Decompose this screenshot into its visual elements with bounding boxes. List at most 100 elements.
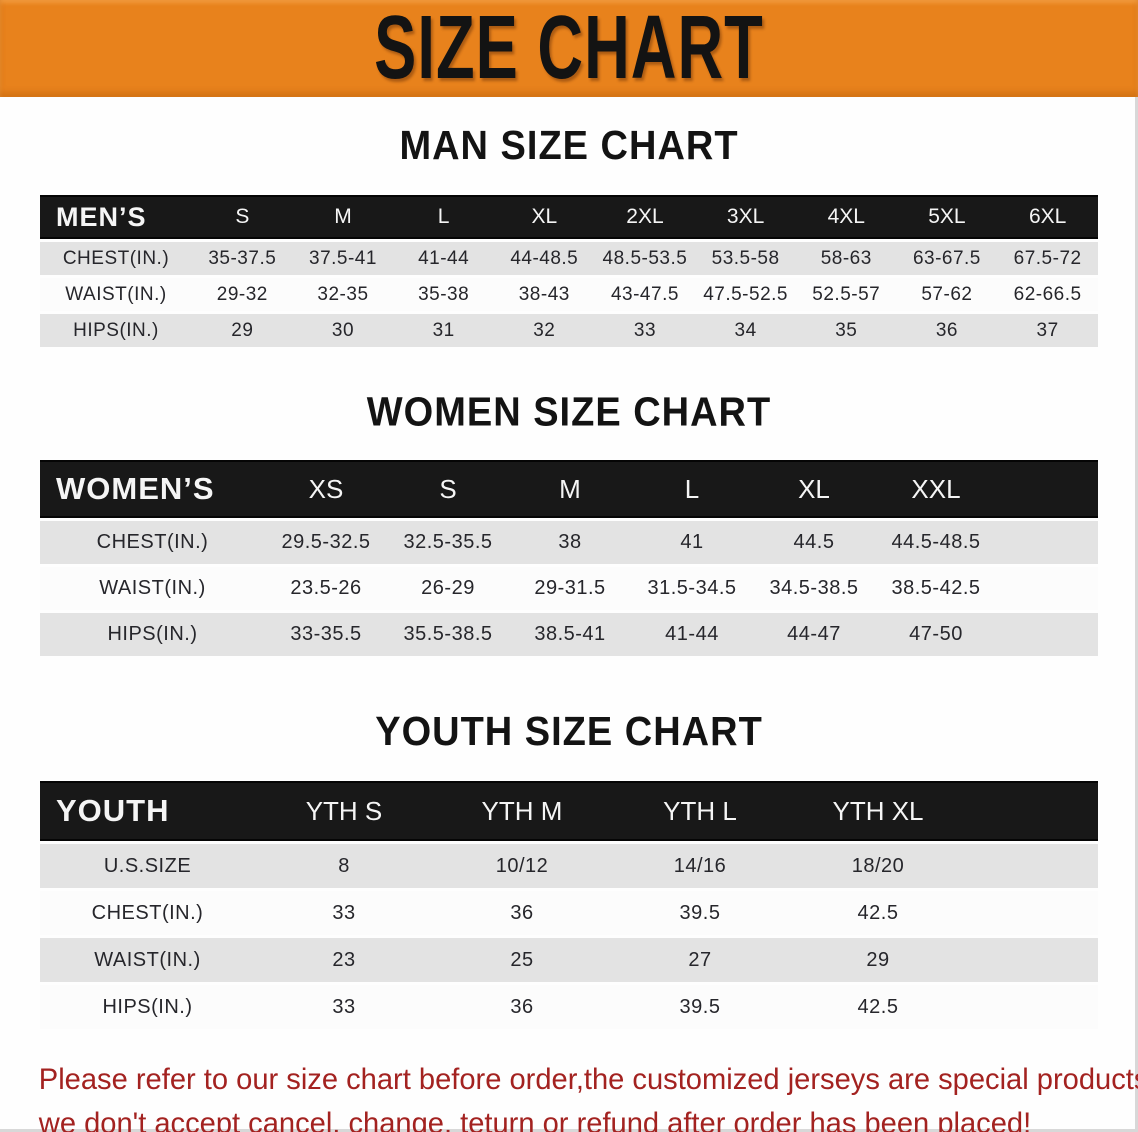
column-header-filler [967, 781, 1098, 841]
column-header: 5XL [896, 195, 998, 239]
cell-filler [997, 521, 1098, 564]
cell: 36 [896, 314, 998, 347]
cell: 32.5-35.5 [387, 521, 509, 564]
disclaimer-line-2: we don't accept cancel, change, teturn o… [38, 1107, 1032, 1132]
table-row: U.S.SIZE 8 10/12 14/16 18/20 [40, 844, 1098, 888]
cell-filler [997, 613, 1098, 656]
cell: 53.5-58 [695, 242, 796, 275]
cell: 44-47 [753, 613, 875, 656]
cell: 36 [433, 985, 611, 1029]
cell: 25 [433, 938, 611, 982]
youth-section-title: YOUTH SIZE CHART [375, 709, 763, 755]
section-men: MAN SIZE CHART MEN’S S M L XL 2XL 3XL 4XL 5XL 6XL… [0, 97, 1138, 350]
cell: 34.5-38.5 [753, 567, 875, 610]
cell: 29.5-32.5 [265, 521, 387, 564]
disclaimer: Please refer to our size chart before or… [0, 1032, 1138, 1132]
column-header: 2XL [594, 195, 696, 239]
table-row: WAIST(IN.) 29-32 32-35 35-38 38-43 43-47.5 47.… [40, 278, 1098, 311]
cell: 32 [493, 314, 595, 347]
youth-table-slot: YOUTH YTH S YTH M YTH L YTH XL U.S.SIZE 8 10/12… [0, 752, 1138, 1032]
cell: 34 [695, 314, 796, 347]
cell: 38.5-41 [509, 613, 631, 656]
men-size-chart-table: MEN’S S M L XL 2XL 3XL 4XL 5XL 6XL CHEST(IN.) 35-37… [40, 192, 1098, 350]
section-women: WOMEN SIZE CHART WOMEN’S XS S M L XL XXL CHEST(… [0, 350, 1138, 659]
cell: 44.5 [753, 521, 875, 564]
cell: 47.5-52.5 [695, 278, 796, 311]
cell: 10/12 [433, 844, 611, 888]
cell: 38-43 [493, 278, 595, 311]
cell-filler [997, 567, 1098, 610]
column-header: XXL [875, 460, 997, 518]
cell: 67.5-72 [997, 242, 1098, 275]
cell-filler [967, 844, 1098, 888]
cell: 8 [255, 844, 433, 888]
cell: 44-48.5 [493, 242, 595, 275]
row-label: WAIST(IN.) [40, 938, 255, 982]
cell: 41-44 [631, 613, 753, 656]
men-table-slot: MEN’S S M L XL 2XL 3XL 4XL 5XL 6XL CHEST(IN.) 35-37… [0, 167, 1138, 350]
cell: 29 [789, 938, 967, 982]
cell: 43-47.5 [594, 278, 696, 311]
column-header-filler [997, 460, 1098, 518]
cell: 63-67.5 [896, 242, 998, 275]
column-header: XL [753, 460, 875, 518]
women-size-chart-table: WOMEN’S XS S M L XL XXL CHEST(IN.) 29.5-32.5 32.5… [40, 457, 1098, 659]
cell: 29 [192, 314, 293, 347]
cell: 35.5-38.5 [387, 613, 509, 656]
cell: 26-29 [387, 567, 509, 610]
men-section-title: MAN SIZE CHART [399, 123, 739, 169]
header-row: WOMEN’S XS S M L XL XXL [40, 460, 1098, 518]
cell: 27 [611, 938, 789, 982]
column-header: YTH XL [789, 781, 967, 841]
cell: 23 [255, 938, 433, 982]
cell: 38.5-42.5 [875, 567, 997, 610]
cell: 62-66.5 [997, 278, 1098, 311]
table-row: HIPS(IN.) 33-35.5 35.5-38.5 38.5-41 41-44 44-… [40, 613, 1098, 656]
cell: 39.5 [611, 985, 789, 1029]
women-table-slot: WOMEN’S XS S M L XL XXL CHEST(IN.) 29.5-32.5 32.5… [0, 433, 1138, 659]
cell: 29-31.5 [509, 567, 631, 610]
cell: 41 [631, 521, 753, 564]
column-header: 6XL [997, 195, 1098, 239]
cell: 36 [433, 891, 611, 935]
header-row: YOUTH YTH S YTH M YTH L YTH XL [40, 781, 1098, 841]
cell-filler [967, 938, 1098, 982]
cell: 23.5-26 [265, 567, 387, 610]
row-label: HIPS(IN.) [40, 314, 192, 347]
column-header: YTH L [611, 781, 789, 841]
section-youth: YOUTH SIZE CHART YOUTH YTH S YTH M YTH L YTH… [0, 659, 1138, 1032]
cell: 37 [997, 314, 1098, 347]
table-row: WAIST(IN.) 23.5-26 26-29 29-31.5 31.5-34.5 34… [40, 567, 1098, 610]
row-label: HIPS(IN.) [40, 985, 255, 1029]
table-row: CHEST(IN.) 33 36 39.5 42.5 [40, 891, 1098, 935]
table-header-label: WOMEN’S [40, 460, 265, 518]
cell: 33 [255, 985, 433, 1029]
cell-filler [967, 985, 1098, 1029]
cell: 31.5-34.5 [631, 567, 753, 610]
row-label: U.S.SIZE [40, 844, 255, 888]
table-row: WAIST(IN.) 23 25 27 29 [40, 938, 1098, 982]
column-header: S [192, 195, 293, 239]
column-header: XL [493, 195, 595, 239]
cell: 58-63 [795, 242, 897, 275]
cell: 47-50 [875, 613, 997, 656]
column-header: YTH M [433, 781, 611, 841]
cell: 42.5 [789, 891, 967, 935]
cell-filler [967, 891, 1098, 935]
cell: 18/20 [789, 844, 967, 888]
table-header-label: MEN’S [40, 195, 192, 239]
cell: 33-35.5 [265, 613, 387, 656]
cell: 39.5 [611, 891, 789, 935]
women-section-title: WOMEN SIZE CHART [366, 389, 772, 436]
cell: 32-35 [292, 278, 394, 311]
header-row: MEN’S S M L XL 2XL 3XL 4XL 5XL 6XL [40, 195, 1098, 239]
cell: 52.5-57 [795, 278, 897, 311]
cell: 38 [509, 521, 631, 564]
table-row: CHEST(IN.) 35-37.5 37.5-41 41-44 44-48.5 48.5… [40, 242, 1098, 275]
cell: 31 [393, 314, 494, 347]
column-header: XS [265, 460, 387, 518]
table-header-label: YOUTH [40, 781, 255, 841]
table-row: CHEST(IN.) 29.5-32.5 32.5-35.5 38 41 44.5 44.5… [40, 521, 1098, 564]
column-header: 3XL [695, 195, 796, 239]
cell: 48.5-53.5 [594, 242, 696, 275]
